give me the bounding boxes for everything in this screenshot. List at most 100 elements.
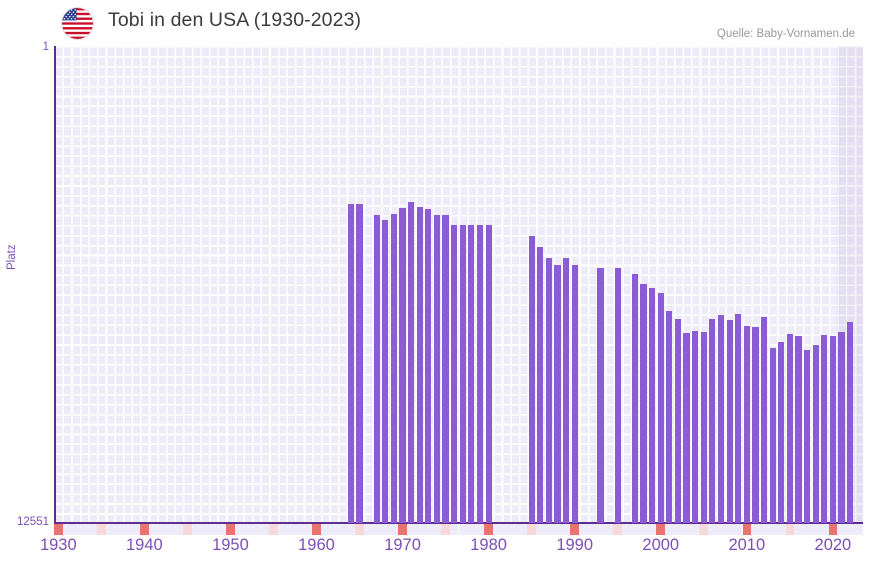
x-tick-minor	[699, 524, 709, 535]
x-tick-blank	[845, 524, 855, 535]
bar	[829, 335, 836, 523]
bar	[649, 288, 656, 523]
bar	[709, 318, 716, 523]
x-tick-major	[140, 524, 149, 535]
bar	[425, 209, 432, 523]
x-tick-blank	[751, 524, 760, 535]
x-tick-blank	[647, 524, 657, 535]
x-tick-blank	[535, 524, 545, 535]
x-tick-blank	[854, 524, 863, 535]
x-tick-blank	[544, 524, 554, 535]
bar	[356, 203, 363, 523]
bar	[838, 332, 845, 523]
bar	[717, 314, 725, 523]
x-tick-minor	[183, 524, 192, 535]
source-label: Quelle: Baby-Vornamen.de	[716, 28, 855, 40]
x-tick-major	[570, 524, 579, 535]
x-axis-tick-label: 1990	[556, 536, 594, 554]
x-tick-blank	[716, 524, 726, 535]
bar	[786, 334, 793, 523]
y-axis-bottom-label: 12551	[17, 516, 49, 528]
x-tick-blank	[329, 524, 338, 535]
x-tick-blank	[578, 524, 588, 535]
x-axis-tick-label: 2020	[814, 536, 852, 554]
x-tick-blank	[467, 524, 476, 535]
x-tick-blank	[458, 524, 468, 535]
bar	[571, 264, 578, 523]
bar	[735, 313, 742, 523]
bar	[631, 274, 639, 523]
x-axis-tick-label: 1940	[126, 536, 163, 554]
bar	[846, 321, 854, 523]
bar	[803, 350, 811, 523]
bar	[545, 258, 552, 523]
bar	[537, 247, 544, 523]
x-tick-blank	[294, 524, 304, 535]
x-tick-minor	[355, 524, 364, 535]
x-tick-major	[484, 524, 493, 535]
bar	[416, 207, 423, 523]
x-tick-blank	[639, 524, 648, 535]
x-tick-blank	[587, 524, 597, 535]
y-axis-line	[54, 46, 56, 524]
x-tick-blank	[338, 524, 347, 535]
x-tick-blank	[630, 524, 640, 535]
x-tick-blank	[776, 524, 786, 535]
bar	[373, 215, 380, 523]
x-axis-tick-label: 1930	[39, 536, 77, 554]
x-tick-blank	[62, 524, 72, 535]
x-tick-blank	[690, 524, 700, 535]
x-tick-blank	[811, 524, 820, 535]
bar	[666, 311, 673, 523]
x-axis-tick-label: 1950	[212, 536, 249, 554]
x-tick-blank	[217, 524, 227, 535]
bar	[382, 219, 389, 523]
x-tick-blank	[286, 524, 295, 535]
x-tick-blank	[424, 524, 433, 535]
x-tick-minor	[441, 524, 450, 535]
x-tick-minor	[97, 524, 106, 535]
bar	[726, 319, 733, 523]
x-tick-blank	[88, 524, 98, 535]
x-tick-blank	[449, 524, 459, 535]
x-tick-blank	[243, 524, 252, 535]
bar	[399, 207, 406, 523]
x-tick-blank	[501, 524, 511, 535]
page-title: Tobi in den USA (1930-2023)	[108, 9, 362, 31]
bar	[433, 214, 441, 523]
x-tick-blank	[320, 524, 330, 535]
bar	[812, 345, 819, 523]
x-tick-blank	[131, 524, 141, 535]
x-tick-blank	[819, 524, 829, 535]
x-tick-blank	[346, 524, 356, 535]
x-tick-blank	[802, 524, 812, 535]
x-tick-blank	[604, 524, 614, 535]
bar	[657, 293, 664, 523]
x-tick-blank	[303, 524, 313, 535]
bar	[752, 326, 759, 523]
x-tick-major	[742, 524, 752, 535]
bars-layer	[54, 46, 863, 523]
x-tick-blank	[682, 524, 691, 535]
bar	[692, 330, 699, 523]
x-tick-minor	[785, 524, 795, 535]
x-tick-minor	[613, 524, 622, 535]
x-tick-blank	[837, 524, 846, 535]
bar	[554, 264, 561, 523]
bar	[795, 336, 802, 523]
x-axis-line	[54, 522, 863, 524]
x-tick-blank	[200, 524, 209, 535]
bar	[640, 283, 647, 523]
x-tick-blank	[561, 524, 571, 535]
us-flag-icon	[62, 8, 93, 39]
x-tick-blank	[381, 524, 390, 535]
x-tick-blank	[79, 524, 89, 535]
y-axis-top-label: 1	[42, 41, 49, 53]
x-tick-blank	[768, 524, 777, 535]
bar	[451, 224, 458, 523]
x-tick-blank	[157, 524, 166, 535]
bar	[821, 334, 828, 523]
bar	[476, 225, 484, 523]
x-tick-blank	[518, 524, 528, 535]
